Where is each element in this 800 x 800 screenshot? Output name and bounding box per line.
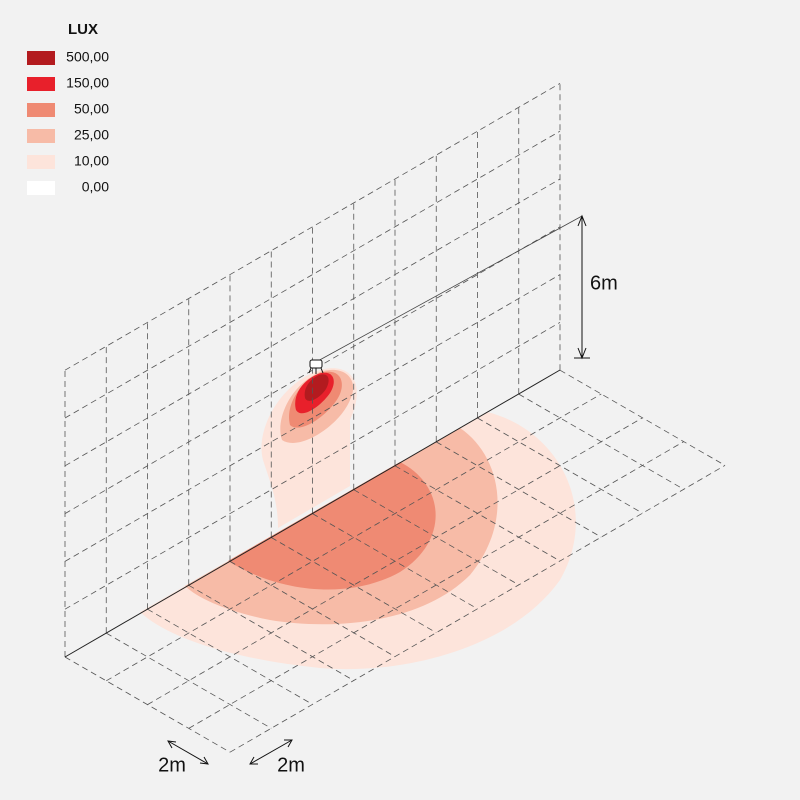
legend-swatch (27, 181, 55, 195)
wall-grid-line (64, 226, 561, 514)
floor-grid-line (436, 441, 602, 538)
legend-label: 500,00 (66, 49, 109, 65)
legend-swatch (27, 77, 55, 91)
wall-grid-line (64, 178, 561, 467)
height-label: 6m (590, 272, 618, 294)
grid-y-label: 2m (277, 754, 305, 776)
wall-grid-line (64, 322, 561, 610)
pool-50 (228, 462, 436, 590)
luminaire (308, 359, 324, 374)
floor-grid-line (477, 417, 643, 514)
legend-label: 0,00 (82, 179, 109, 195)
floor-grid-line (312, 513, 478, 610)
grid-dimensions (167, 739, 293, 765)
legend-label: 50,00 (74, 101, 109, 117)
legend-label: 10,00 (74, 153, 109, 169)
legend: 500,00 150,00 50,00 25,00 10,00 0,00 (27, 49, 109, 195)
wall-grid-line (64, 83, 561, 371)
wall-grid-line (64, 274, 561, 562)
light-pools (140, 368, 576, 670)
legend-swatch (27, 103, 55, 117)
wall-pool-500 (304, 374, 329, 401)
floor-grid-line (229, 465, 726, 753)
legend-swatch (27, 51, 55, 65)
legend-swatch (27, 155, 55, 169)
grid-x-label: 2m (158, 754, 186, 776)
floor-grid-line (106, 632, 272, 729)
legend-title: LUX (68, 21, 98, 38)
wall-grid-line (64, 130, 561, 419)
mount-line (315, 215, 583, 363)
base-line (64, 369, 561, 658)
legend-label: 25,00 (74, 127, 109, 143)
floor-grid-line (106, 393, 602, 682)
legend-label: 150,00 (66, 75, 109, 91)
floor-grid-line (188, 441, 684, 729)
floor-grid-line (271, 537, 437, 634)
legend-swatch (27, 129, 55, 143)
floor-grid-line (147, 417, 643, 705)
height-dimension (574, 214, 590, 360)
